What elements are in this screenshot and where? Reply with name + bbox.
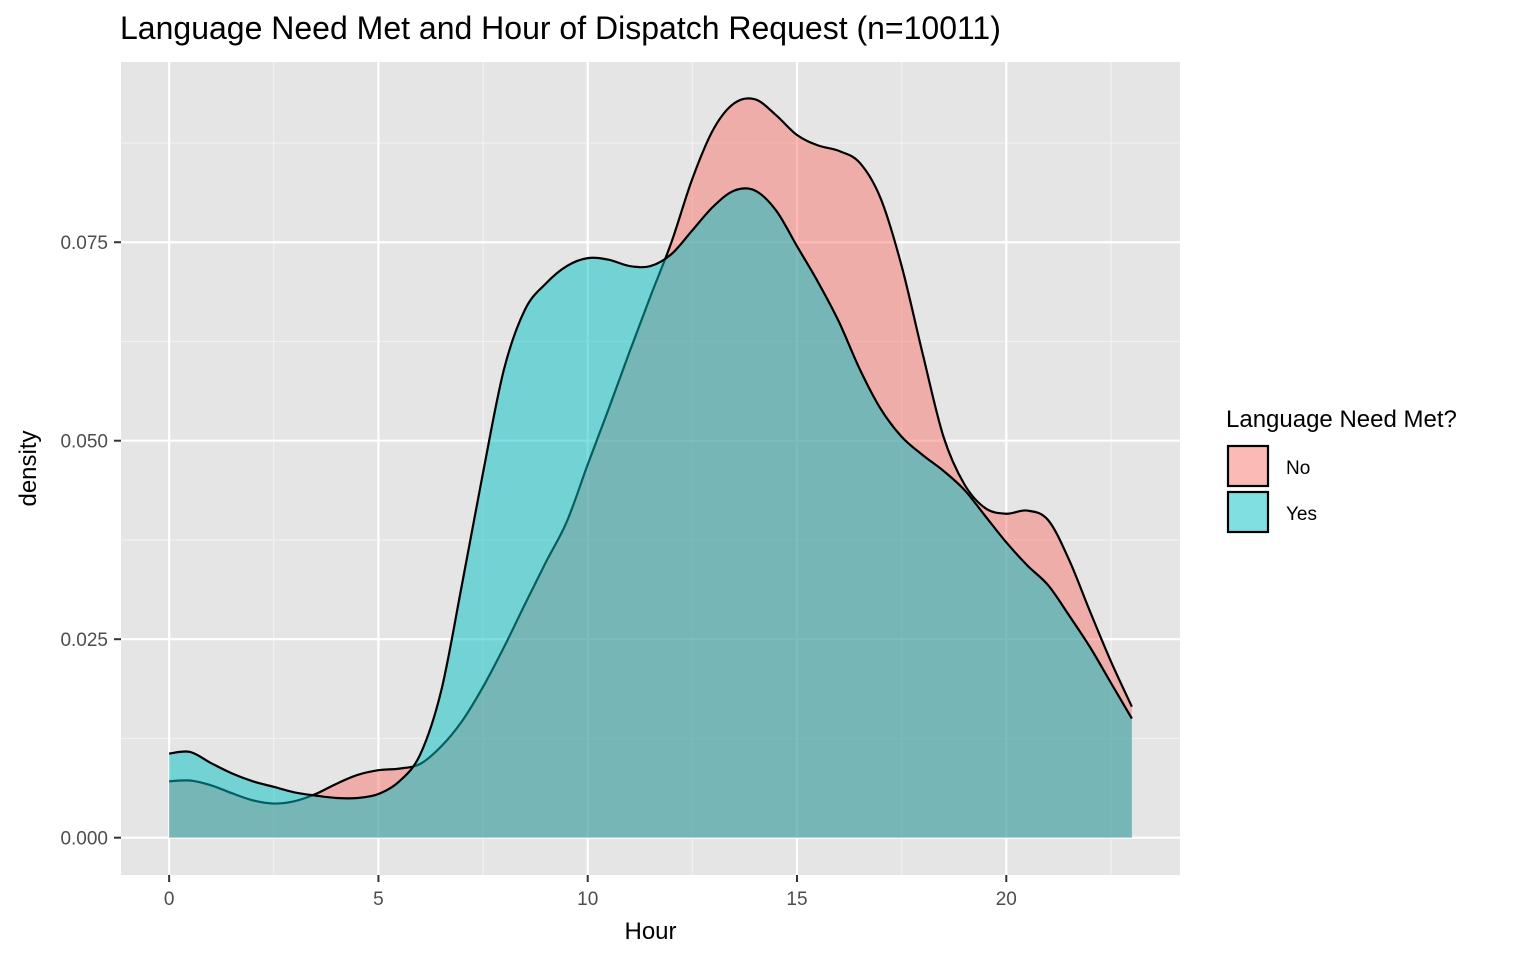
- x-tick-label: 10: [577, 889, 598, 910]
- x-axis-title: Hour: [624, 918, 676, 945]
- x-tick-label: 0: [164, 889, 175, 910]
- density-areas: [169, 97, 1133, 838]
- density-line-yes: [169, 187, 1133, 800]
- legend-key-yes: [1226, 490, 1270, 534]
- density-area-yes: [169, 188, 1132, 838]
- y-tick-label: 0.025: [60, 630, 108, 651]
- chart-title: Language Need Met and Hour of Dispatch R…: [120, 10, 1001, 46]
- x-axis: 0 5 10 15 20: [164, 875, 1017, 910]
- legend-label-yes: Yes: [1286, 504, 1317, 525]
- y-axis: 0.000 0.025 0.050 0.075: [60, 233, 121, 850]
- x-tick-label: 20: [996, 889, 1017, 910]
- y-tick-label: 0.075: [60, 233, 108, 254]
- x-tick-label: 15: [786, 889, 807, 910]
- y-tick-label: 0.050: [60, 432, 108, 453]
- y-axis-title: density: [15, 430, 42, 506]
- legend-label-no: No: [1286, 458, 1310, 479]
- legend: Language Need Met? No Yes: [1226, 406, 1457, 534]
- y-tick-label: 0.000: [60, 829, 108, 850]
- x-tick-label: 5: [373, 889, 384, 910]
- legend-key-no: [1226, 444, 1270, 488]
- legend-title: Language Need Met?: [1226, 406, 1457, 433]
